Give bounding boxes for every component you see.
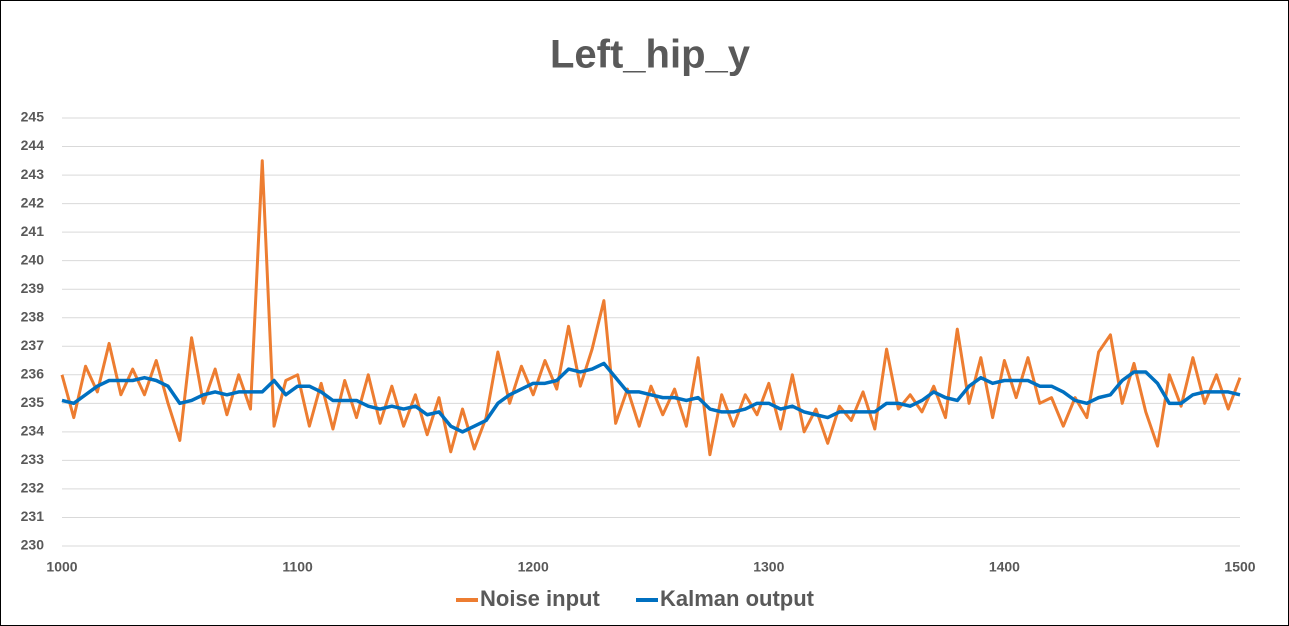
x-tick-label: 1100 [282, 559, 313, 575]
data-line [61, 361, 1241, 434]
legend-label: Kalman output [660, 586, 815, 611]
y-tick-label: 234 [21, 423, 45, 439]
data-line [60, 159, 1242, 457]
y-tick-label: 240 [21, 251, 45, 267]
y-tick-label: 231 [21, 508, 45, 524]
chart-title: Left_hip_y [550, 33, 751, 77]
y-tick-label: 235 [21, 394, 45, 410]
x-tick-label: 1000 [46, 559, 77, 575]
y-tick-label: 238 [21, 308, 45, 324]
x-tick-label: 1400 [989, 559, 1020, 575]
y-tick-label: 239 [21, 280, 45, 296]
y-tick-label: 236 [21, 366, 45, 382]
y-tick-label: 233 [21, 451, 45, 467]
x-tick-label: 1200 [518, 559, 549, 575]
y-tick-label: 232 [21, 480, 45, 496]
y-tick-label: 243 [21, 166, 45, 182]
y-tick-label: 245 [21, 109, 45, 125]
y-tick-label: 241 [21, 223, 45, 239]
y-tick-label: 230 [21, 537, 45, 553]
x-tick-label: 1300 [753, 559, 784, 575]
y-tick-label: 237 [21, 337, 45, 353]
x-tick-label: 1500 [1224, 559, 1255, 575]
y-tick-label: 244 [21, 137, 45, 153]
legend-label: Noise input [480, 586, 600, 611]
y-tick-label: 242 [21, 194, 45, 210]
